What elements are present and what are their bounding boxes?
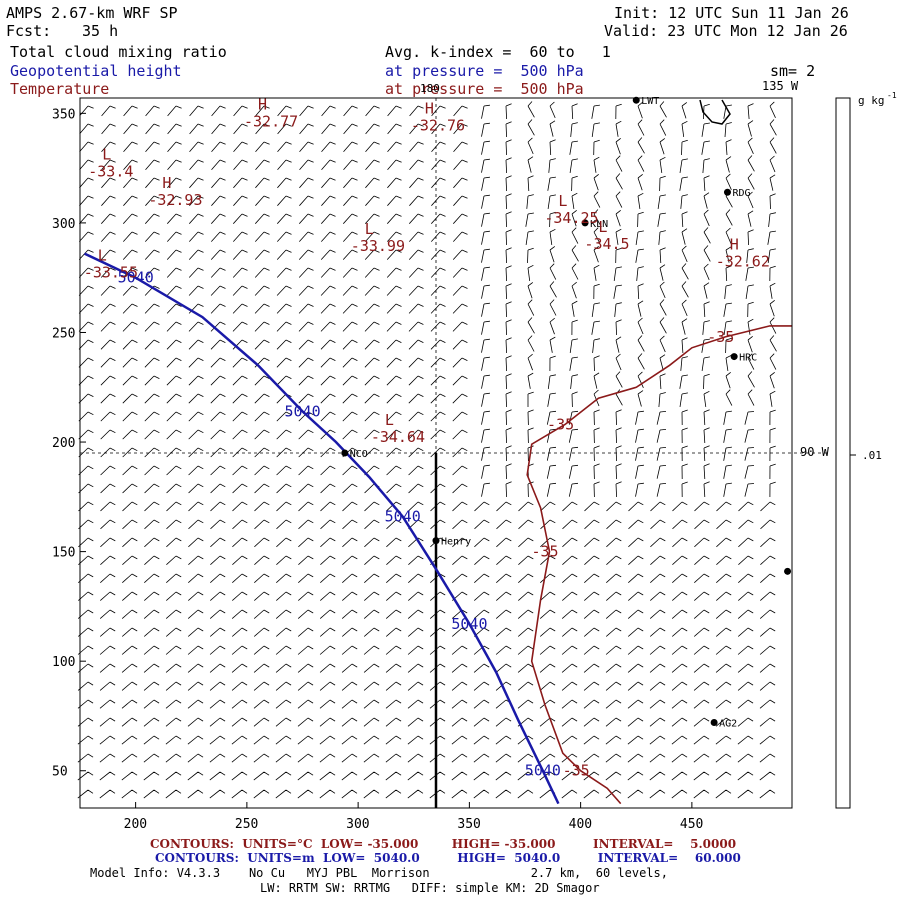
lon-label-135w: 135 W [762,79,799,93]
station-label: KLN [590,219,608,230]
y-tick-label: 350 [52,107,75,122]
colorbar-tick: .01 [862,449,882,462]
station-marker [723,188,731,196]
footer-temp-contours: CONTOURS: UNITS=°C LOW= -35.000 HIGH= -3… [150,837,737,851]
pressure-height: at pressure = 500 hPa [385,62,584,80]
footer-physics: LW: RRTM SW: RRTMG DIFF: simple KM: 2D S… [260,881,600,895]
station-marker [432,537,440,545]
contour-label: -35 [707,328,734,346]
avg-kindex: Avg. k-index = 60 to 1 [385,43,611,61]
field-cloud: Total cloud mixing ratio [10,43,227,61]
colorbar-unit-exponent: -1 [887,91,897,100]
footer-height-contours: CONTOURS: UNITS=m LOW= 5040.0 HIGH= 5040… [155,851,741,865]
contour-label: 5040 [385,508,421,526]
lon-label-90w: 90 W [800,445,830,459]
footer-model-info: Model Info: V4.3.3 No Cu MYJ PBL Morriso… [90,866,668,880]
init-time: Init: 12 UTC Sun 11 Jan 26 [614,4,849,22]
smoothing: sm= 2 [770,62,816,80]
station-marker [730,353,738,361]
contour-label: 5040 [451,615,487,633]
x-tick-label: 300 [346,817,369,832]
extremum-value: -33.4 [88,163,133,181]
y-tick-label: 300 [52,217,75,232]
y-tick-label: 50 [52,765,68,780]
extremum-value: -32.77 [244,112,298,130]
field-height: Geopotential height [10,62,182,80]
extremum-type: L [102,146,111,164]
colorbar-unit: g kg [858,94,885,107]
x-tick-label: 250 [235,817,258,832]
extremum-value: -34.64 [371,428,425,446]
y-tick-label: 100 [52,655,75,670]
x-tick-label: 400 [569,817,592,832]
extremum-type: H [730,236,739,254]
extremum-type: L [558,192,567,210]
contour-label: 5040 [525,762,561,780]
contour-label: 5040 [285,402,321,420]
extremum-type: L [385,411,394,429]
colorbar [835,97,851,809]
fcst-value: 35 h [82,22,119,40]
x-tick-label: 200 [124,817,147,832]
y-tick-label: 150 [52,546,75,561]
contour-temp-minus35 [526,325,792,805]
extremum-value: -32.76 [411,117,465,135]
station-marker [784,567,792,575]
plot-frame [79,97,793,809]
extremum-value: -34.25 [544,209,598,227]
fcst-label: Fcst: [6,22,52,40]
station-label: AG2 [719,719,737,730]
extremum-value: -33.99 [351,237,405,255]
field-temp: Temperature [10,80,110,98]
pressure-temp: at pressure = 500 hPa [385,80,584,98]
contour-height-5040 [83,252,560,805]
axes: 200 250 300 350 400 450 50 100 150 200 250 300 350 [52,107,703,832]
extremum-type: H [162,174,171,192]
station-marker [341,449,349,457]
extremum-type: H [258,95,267,113]
x-tick-label: 450 [680,817,703,832]
contour-label: -35 [563,762,590,780]
station-marker [710,719,718,727]
extremum-value: -32.62 [716,253,770,271]
model-title: AMPS 2.67-km WRF SP [6,4,178,22]
station-label: LWT [641,96,659,107]
extremum-type: H [425,100,434,118]
valid-time: Valid: 23 UTC Mon 12 Jan 26 [604,22,848,40]
contour-label: -35 [547,416,574,434]
station-label: HRC [739,353,757,364]
station-marker [581,219,589,227]
station-label: NCO [350,449,368,460]
coastline [699,99,731,125]
stations: LWT RDG KLN HRC NCO Henry AG2 [341,96,792,730]
extremum-value: -33.55 [84,264,138,282]
wind-barb-field [77,101,777,799]
x-tick-label: 350 [457,817,480,832]
extremum-type: L [98,247,107,265]
extrema-labels: H-32.77H-32.76L-33.4H-32.93 L-34.25L-34.5… [84,95,770,446]
y-tick-label: 200 [52,436,75,451]
extremum-value: -34.5 [584,235,629,253]
y-tick-label: 250 [52,326,75,341]
extremum-value: -32.93 [148,191,202,209]
lon-label-180: 180 [420,82,440,95]
extremum-type: L [598,218,607,236]
station-label: RDG [732,188,750,199]
contour-label: -35 [531,543,558,561]
extremum-type: L [365,220,374,238]
wind-barbs [77,101,777,799]
contour-label: 5040 [118,269,154,287]
station-label: Henry [441,537,471,548]
reference-lines [80,98,830,808]
